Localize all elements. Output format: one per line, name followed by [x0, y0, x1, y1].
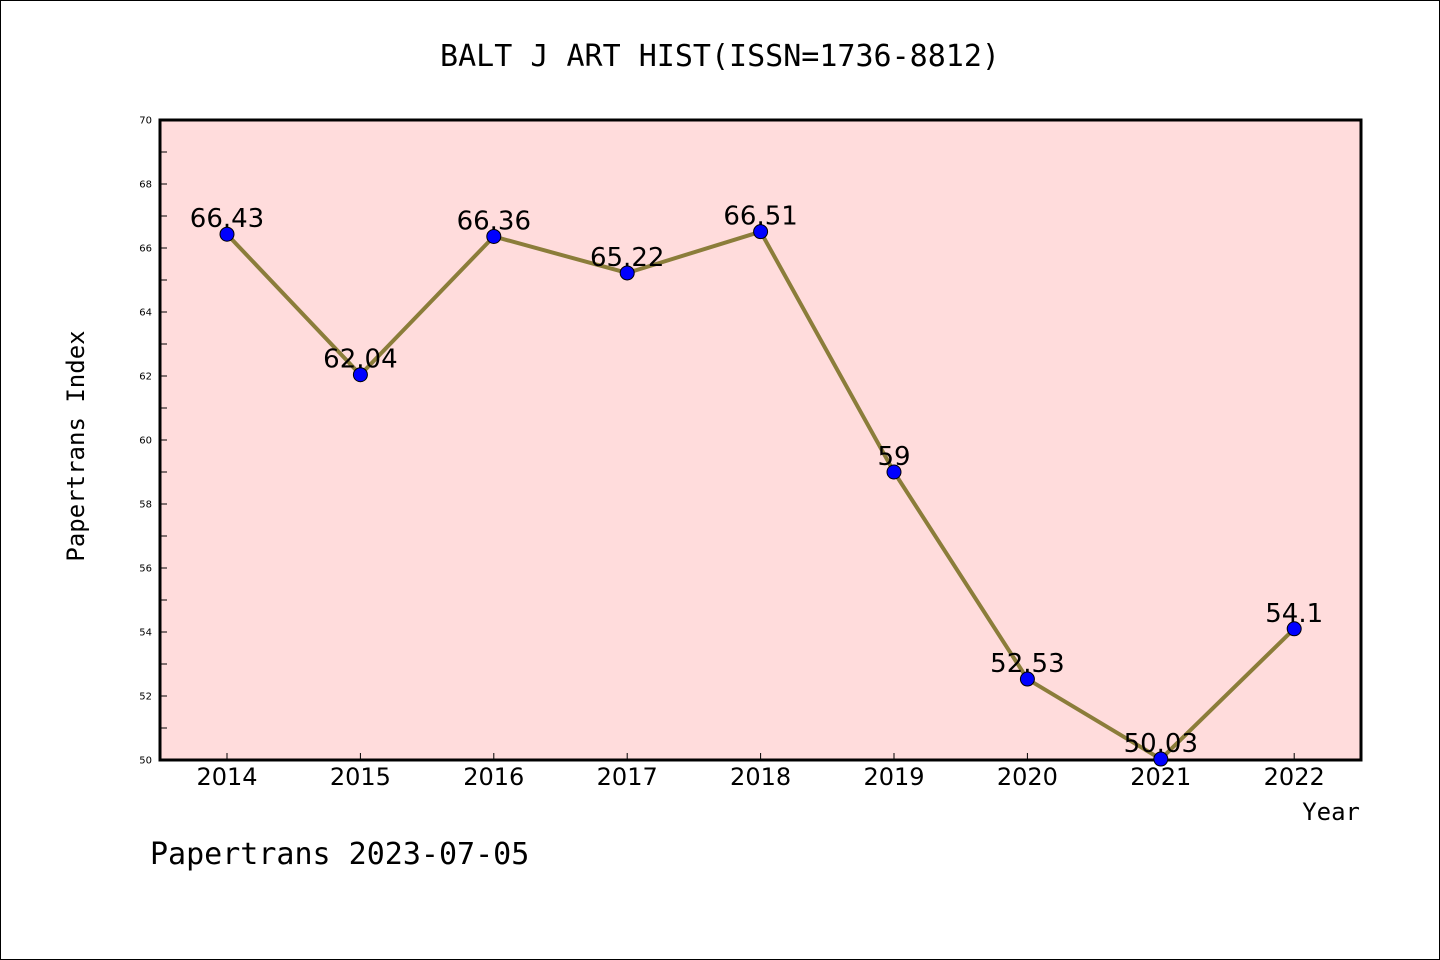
data-label: 62.04 [323, 345, 397, 375]
y-tick-label: 70 [139, 116, 152, 127]
x-tick-label: 2016 [463, 763, 524, 791]
x-axis-title: Year [1302, 798, 1360, 826]
y-axis: 50 52 54 56 58 60 62 64 66 68 70 [139, 116, 167, 767]
data-label: 50.03 [1124, 729, 1198, 759]
data-label: 52.53 [990, 649, 1064, 679]
data-label: 59 [877, 442, 910, 472]
data-label: 66.36 [457, 206, 531, 236]
y-tick-label: 64 [139, 308, 152, 319]
x-tick-label: 2022 [1264, 763, 1325, 791]
data-labels: 66.43 62.04 66.36 65.22 66.51 59 52.53 50.03 54.… [190, 202, 1323, 759]
x-tick-label: 2018 [730, 763, 791, 791]
data-label: 65.22 [590, 243, 664, 273]
y-tick-label: 66 [139, 244, 152, 255]
x-tick-label: 2017 [597, 763, 658, 791]
data-point [219, 226, 235, 242]
data-label: 66.51 [723, 202, 797, 232]
data-point [886, 464, 902, 480]
data-point [619, 265, 635, 281]
data-point [486, 228, 502, 244]
y-tick-label: 60 [139, 436, 152, 447]
data-point [1019, 671, 1035, 687]
data-label: 66.43 [190, 204, 264, 234]
chart-title: BALT J ART HIST(ISSN=1736-8812) [440, 39, 1000, 74]
data-point [352, 367, 368, 383]
y-tick-label: 52 [139, 692, 152, 703]
x-tick-label: 2021 [1130, 763, 1191, 791]
data-label: 54.1 [1265, 599, 1323, 629]
y-tick-label: 54 [139, 628, 152, 639]
data-point [753, 224, 769, 240]
data-markers [219, 224, 1302, 767]
y-tick-label: 50 [139, 756, 152, 767]
x-axis: 2014 2015 2016 2017 2018 2019 2020 2021 2022 [196, 753, 1325, 791]
x-tick-label: 2020 [997, 763, 1058, 791]
data-point [1153, 751, 1169, 767]
y-axis-title: Papertrans Index [62, 330, 90, 561]
y-tick-label: 62 [139, 372, 152, 383]
y-tick-label: 58 [139, 500, 152, 511]
footer-note: Papertrans 2023-07-05 [150, 837, 529, 872]
x-tick-label: 2015 [330, 763, 391, 791]
x-tick-label: 2014 [196, 763, 257, 791]
data-point [1286, 621, 1302, 637]
y-tick-label: 68 [139, 180, 152, 191]
y-tick-label: 56 [139, 564, 152, 575]
x-tick-label: 2019 [863, 763, 924, 791]
